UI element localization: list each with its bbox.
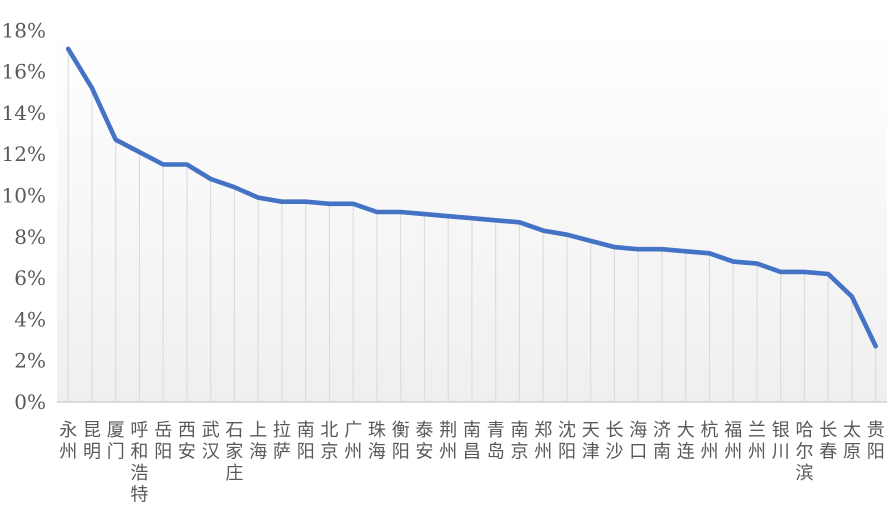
y-tick-label: 12% [2, 142, 46, 166]
data-series-line [65, 46, 879, 349]
y-tick-label: 6% [14, 266, 46, 290]
x-tick-label: 上海 [249, 420, 267, 463]
x-tick-label: 北京 [320, 420, 338, 463]
x-tick-label: 广州 [344, 420, 362, 463]
x-tick-label: 青岛 [487, 420, 505, 463]
x-tick-label: 大连 [677, 420, 695, 463]
y-tick-label: 10% [2, 184, 46, 208]
y-tick-label: 18% [2, 18, 46, 42]
x-tick-label: 兰州 [748, 420, 766, 463]
x-tick-label: 贵阳 [867, 420, 885, 463]
x-tick-label: 海口 [629, 420, 647, 463]
y-tick-label: 2% [14, 349, 46, 373]
x-tick-label: 荆州 [439, 420, 457, 463]
y-tick-label: 4% [14, 307, 46, 331]
x-tick-label: 武汉 [202, 420, 220, 463]
x-tick-label: 岳阳 [154, 420, 172, 463]
x-tick-label: 厦门 [107, 420, 125, 463]
x-tick-label: 石家庄 [225, 420, 243, 484]
x-tick-label: 济南 [653, 420, 671, 463]
x-tick-label: 太原 [843, 420, 861, 463]
x-tick-label: 哈尔滨 [796, 420, 814, 484]
x-tick-label: 福州 [724, 420, 742, 463]
x-tick-label: 永州 [59, 420, 77, 463]
x-tick-label: 泰安 [415, 420, 433, 463]
x-tick-label: 昆明 [83, 420, 101, 463]
x-tick-label: 郑州 [534, 420, 552, 463]
y-tick-label: 14% [2, 101, 46, 125]
x-tick-label: 沈阳 [558, 420, 576, 463]
y-tick-label: 16% [2, 60, 46, 84]
x-tick-label: 南昌 [463, 420, 481, 463]
x-tick-label: 杭州 [701, 420, 719, 463]
x-tick-label: 南阳 [297, 420, 315, 463]
x-tick-label: 长沙 [606, 420, 624, 463]
y-axis-labels: 0% 2% 4% 6% 8% 10% 12% 14% 16% 18% [2, 18, 46, 414]
drop-lines [67, 48, 877, 402]
y-tick-label: 8% [14, 225, 46, 249]
x-tick-label: 银川 [772, 420, 790, 463]
x-tick-label: 长春 [819, 420, 837, 463]
x-tick-label: 西安 [178, 420, 196, 463]
x-tick-label: 呼和浩特 [130, 420, 148, 506]
x-tick-label: 天津 [582, 420, 600, 463]
x-tick-label: 南京 [511, 420, 529, 463]
x-tick-label: 拉萨 [273, 420, 291, 463]
x-tick-label: 珠海 [368, 420, 386, 463]
x-tick-label: 衡阳 [392, 420, 410, 463]
x-axis-labels: 永州昆明厦门呼和浩特岳阳西安武汉石家庄上海拉萨南阳北京广州珠海衡阳泰安荆州南昌青… [59, 420, 885, 506]
y-tick-label: 0% [14, 390, 46, 414]
